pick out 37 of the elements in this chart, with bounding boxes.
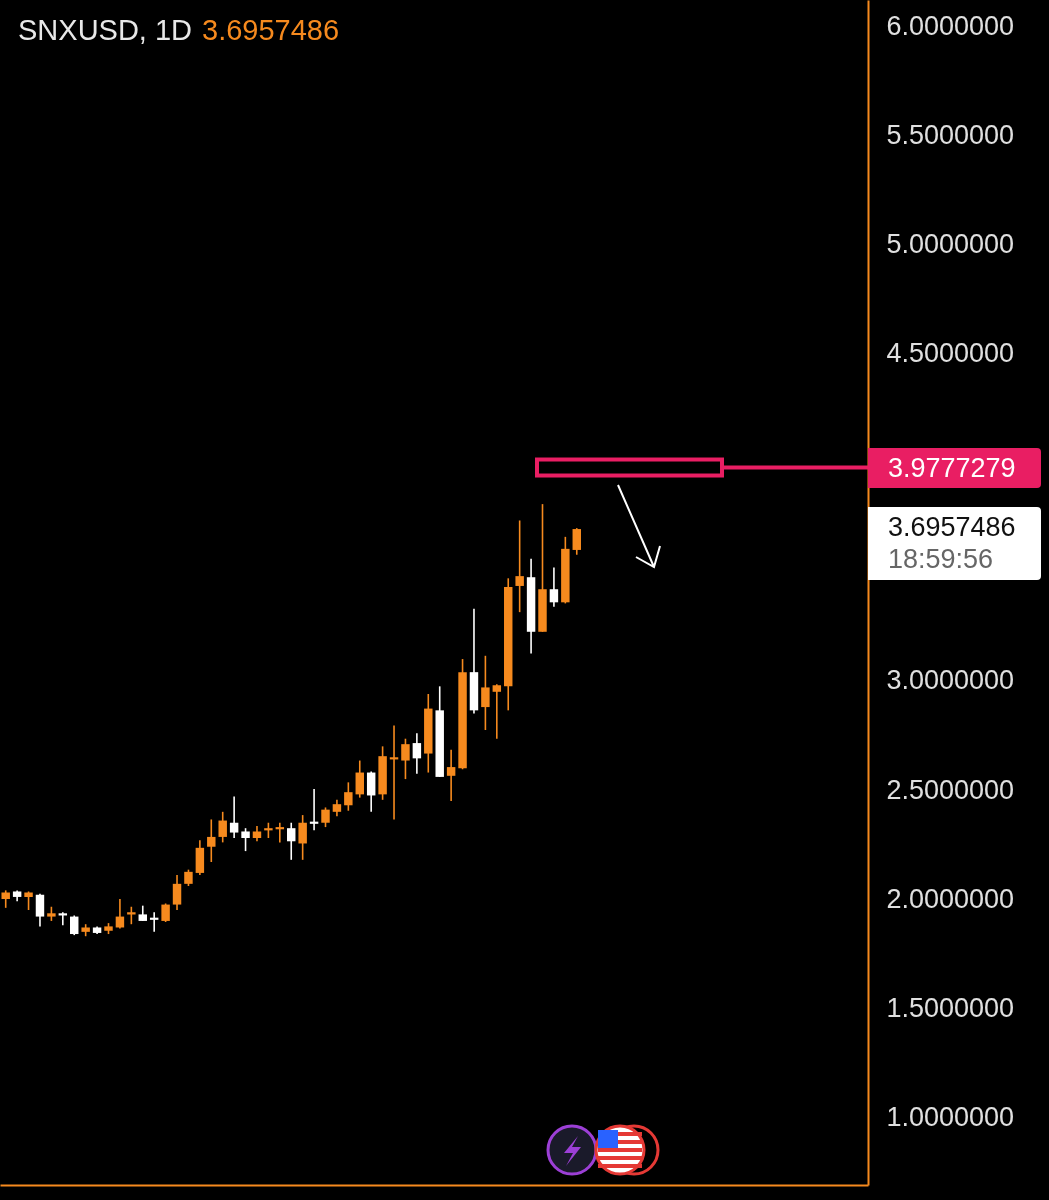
candlestick [161, 902, 170, 923]
y-tick-label: 5.0000000 [886, 228, 1015, 259]
candlestick [481, 654, 490, 731]
y-tick-label: 4.5000000 [886, 338, 1015, 369]
candlestick [172, 874, 182, 911]
candlestick [344, 781, 353, 812]
candlestick [35, 892, 45, 928]
ref-line-label: 3.9777279 [868, 447, 1041, 488]
text: 3.6957486 [202, 14, 340, 46]
y-tick-label: 1.5000000 [886, 992, 1015, 1023]
candlestick [366, 770, 376, 813]
y-tick-label: 5.5000000 [886, 119, 1015, 150]
y-tick-label: 1.0000000 [886, 1101, 1015, 1132]
text: 18:59:56 [888, 543, 995, 576]
candlestick [218, 811, 227, 844]
candlestick [287, 821, 296, 861]
candlestick [401, 737, 410, 780]
candlestick [241, 827, 250, 852]
text: SNXUSD, 1D [18, 14, 193, 46]
candlestick [492, 683, 502, 740]
candlestick [298, 814, 307, 861]
y-tick-label: 6.0000000 [886, 10, 1015, 41]
candlestick [229, 795, 239, 839]
candlestick [549, 566, 559, 608]
y-tick-label: 3.0000000 [886, 665, 1015, 696]
candlestick [24, 890, 33, 911]
candlestick [446, 748, 456, 802]
y-tick-label: 2.0000000 [886, 883, 1015, 914]
y-tick-label: 2.5000000 [886, 774, 1015, 805]
candlestick [355, 759, 364, 799]
text: 3.6957486 [888, 511, 1017, 544]
candlestick [572, 527, 581, 556]
candlestick [70, 914, 79, 936]
candlestick [207, 818, 216, 863]
candlestick [515, 519, 524, 613]
candlestick [412, 732, 422, 775]
candlestick [321, 806, 330, 828]
